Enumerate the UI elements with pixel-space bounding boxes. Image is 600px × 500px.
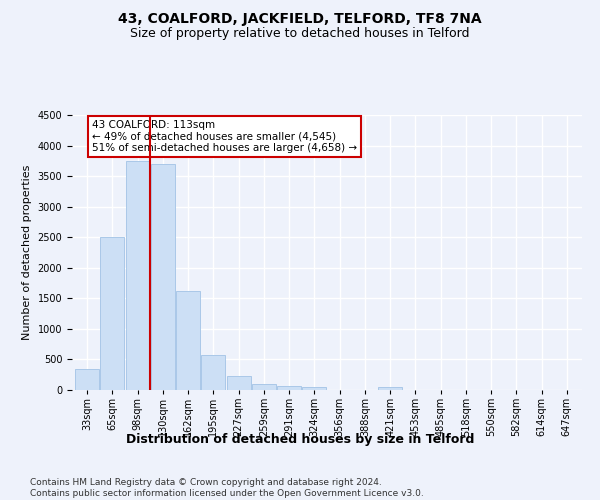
Bar — [378, 387, 402, 390]
Text: Distribution of detached houses by size in Telford: Distribution of detached houses by size … — [126, 432, 474, 446]
Y-axis label: Number of detached properties: Number of detached properties — [22, 165, 32, 340]
Bar — [202, 355, 226, 390]
Bar — [302, 387, 326, 390]
Text: 43 COALFORD: 113sqm
← 49% of detached houses are smaller (4,545)
51% of semi-det: 43 COALFORD: 113sqm ← 49% of detached ho… — [92, 120, 357, 153]
Bar — [252, 384, 276, 390]
Bar — [125, 161, 149, 390]
Bar — [75, 368, 99, 390]
Bar — [176, 290, 200, 390]
Bar — [227, 376, 251, 390]
Text: Size of property relative to detached houses in Telford: Size of property relative to detached ho… — [130, 28, 470, 40]
Text: 43, COALFORD, JACKFIELD, TELFORD, TF8 7NA: 43, COALFORD, JACKFIELD, TELFORD, TF8 7N… — [118, 12, 482, 26]
Text: Contains HM Land Registry data © Crown copyright and database right 2024.
Contai: Contains HM Land Registry data © Crown c… — [30, 478, 424, 498]
Bar — [151, 164, 175, 390]
Bar — [277, 386, 301, 390]
Bar — [100, 237, 124, 390]
